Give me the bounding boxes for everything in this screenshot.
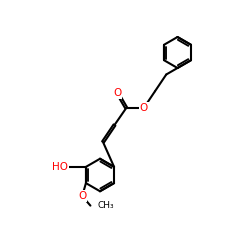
Text: O: O: [114, 88, 122, 98]
Text: CH₃: CH₃: [98, 201, 114, 210]
Text: O: O: [140, 103, 148, 113]
Text: HO: HO: [52, 162, 68, 172]
Text: O: O: [78, 191, 86, 201]
